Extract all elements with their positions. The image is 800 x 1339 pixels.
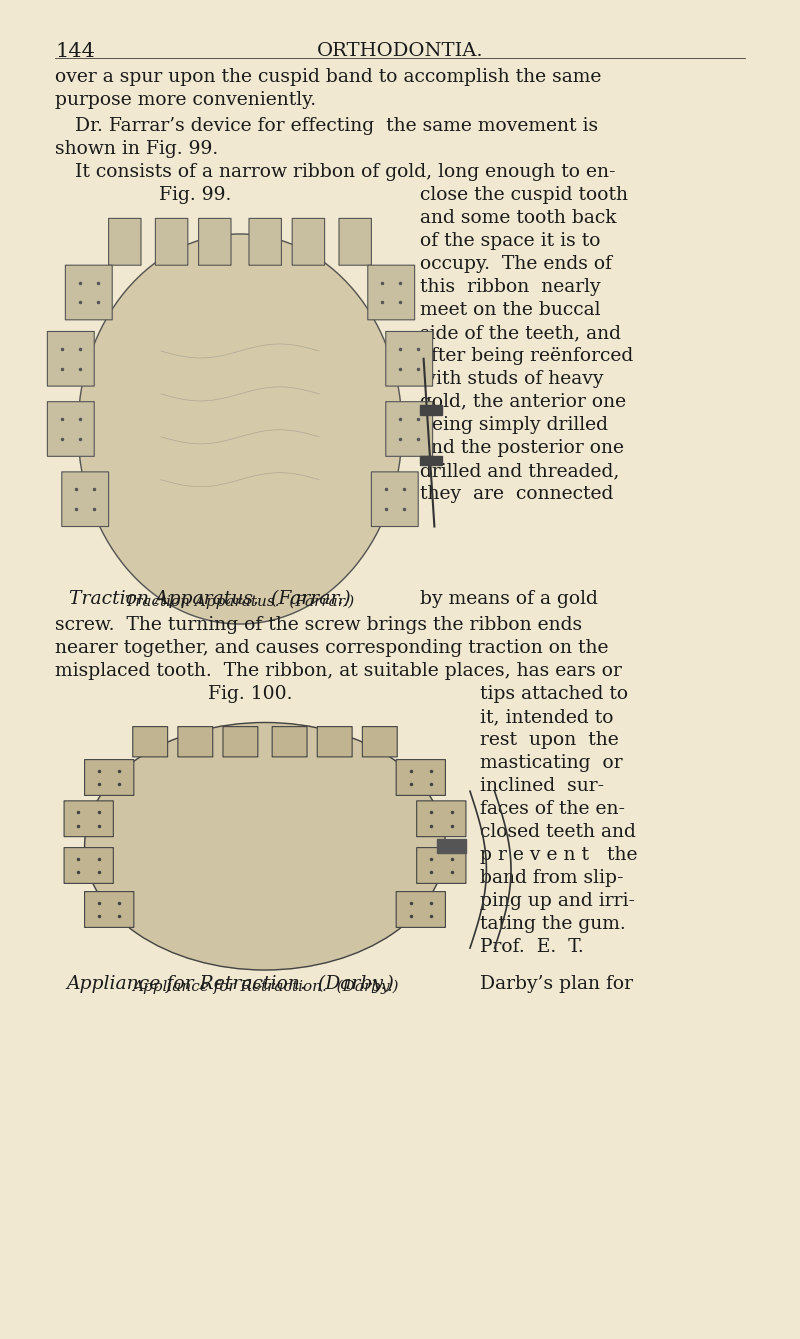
Text: 144: 144 bbox=[55, 42, 95, 62]
FancyBboxPatch shape bbox=[396, 892, 446, 928]
FancyBboxPatch shape bbox=[155, 218, 188, 265]
FancyBboxPatch shape bbox=[178, 727, 213, 757]
Text: by means of a gold: by means of a gold bbox=[420, 590, 598, 608]
Text: ORTHODONTIA.: ORTHODONTIA. bbox=[317, 42, 483, 60]
FancyBboxPatch shape bbox=[371, 471, 418, 526]
Text: tating the gum.: tating the gum. bbox=[480, 915, 626, 933]
Text: after being reënforced: after being reënforced bbox=[420, 347, 634, 366]
Text: shown in Fig. 99.: shown in Fig. 99. bbox=[55, 141, 218, 158]
Bar bbox=[420, 406, 442, 415]
Text: it, intended to: it, intended to bbox=[480, 708, 614, 726]
Text: p r e v e n t   the: p r e v e n t the bbox=[480, 846, 638, 864]
FancyBboxPatch shape bbox=[318, 727, 352, 757]
Text: of the space it is to: of the space it is to bbox=[420, 232, 601, 250]
Text: tips attached to: tips attached to bbox=[480, 686, 628, 703]
FancyBboxPatch shape bbox=[362, 727, 398, 757]
FancyBboxPatch shape bbox=[85, 759, 134, 795]
Text: Dr. Farrar’s device for effecting  the same movement is: Dr. Farrar’s device for effecting the sa… bbox=[75, 116, 598, 135]
Text: being simply drilled: being simply drilled bbox=[420, 416, 608, 434]
FancyBboxPatch shape bbox=[417, 801, 466, 837]
Text: gold, the anterior one: gold, the anterior one bbox=[420, 394, 626, 411]
Text: with studs of heavy: with studs of heavy bbox=[420, 370, 603, 388]
Text: Darby’s plan for: Darby’s plan for bbox=[480, 975, 633, 994]
Text: purpose more conveniently.: purpose more conveniently. bbox=[55, 91, 316, 108]
FancyBboxPatch shape bbox=[223, 727, 258, 757]
FancyBboxPatch shape bbox=[85, 892, 134, 928]
Text: faces of the en-: faces of the en- bbox=[480, 799, 625, 818]
FancyBboxPatch shape bbox=[292, 218, 325, 265]
Text: band from slip-: band from slip- bbox=[480, 869, 623, 886]
Text: It consists of a narrow ribbon of gold, long enough to en-: It consists of a narrow ribbon of gold, … bbox=[75, 163, 615, 181]
Text: inclined  sur-: inclined sur- bbox=[480, 777, 604, 795]
Text: Traction Apparatus.  (Farrar.): Traction Apparatus. (Farrar.) bbox=[126, 595, 354, 609]
FancyBboxPatch shape bbox=[133, 727, 168, 757]
Text: meet on the buccal: meet on the buccal bbox=[420, 301, 601, 319]
FancyBboxPatch shape bbox=[368, 265, 414, 320]
Ellipse shape bbox=[78, 234, 402, 624]
Text: nearer together, and causes corresponding traction on the: nearer together, and causes correspondin… bbox=[55, 639, 609, 657]
FancyBboxPatch shape bbox=[417, 848, 466, 884]
Text: Appliance for Retraction.  (Darby.): Appliance for Retraction. (Darby.) bbox=[66, 975, 394, 994]
Text: this  ribbon  nearly: this ribbon nearly bbox=[420, 279, 601, 296]
Text: over a spur upon the cuspid band to accomplish the same: over a spur upon the cuspid band to acco… bbox=[55, 68, 602, 86]
Text: masticating  or: masticating or bbox=[480, 754, 622, 773]
Text: Traction Apparatus.  (Farrar.): Traction Apparatus. (Farrar.) bbox=[69, 590, 351, 608]
Text: drilled and threaded,: drilled and threaded, bbox=[420, 462, 619, 479]
FancyBboxPatch shape bbox=[396, 759, 446, 795]
Text: Prof.  E.  T.: Prof. E. T. bbox=[480, 939, 584, 956]
FancyBboxPatch shape bbox=[47, 332, 94, 386]
FancyBboxPatch shape bbox=[339, 218, 371, 265]
FancyBboxPatch shape bbox=[109, 218, 141, 265]
FancyBboxPatch shape bbox=[386, 402, 433, 457]
Text: misplaced tooth.  The ribbon, at suitable places, has ears or: misplaced tooth. The ribbon, at suitable… bbox=[55, 661, 622, 680]
FancyBboxPatch shape bbox=[64, 848, 114, 884]
Text: occupy.  The ends of: occupy. The ends of bbox=[420, 254, 612, 273]
Text: Fig. 99.: Fig. 99. bbox=[159, 186, 231, 204]
Text: side of the teeth, and: side of the teeth, and bbox=[420, 324, 621, 341]
FancyBboxPatch shape bbox=[272, 727, 307, 757]
Ellipse shape bbox=[85, 723, 446, 969]
Text: and some tooth back: and some tooth back bbox=[420, 209, 617, 228]
Bar bbox=[420, 455, 442, 465]
Text: screw.  The turning of the screw brings the ribbon ends: screw. The turning of the screw brings t… bbox=[55, 616, 582, 633]
Text: they  are  connected: they are connected bbox=[420, 485, 614, 503]
Text: close the cuspid tooth: close the cuspid tooth bbox=[420, 186, 628, 204]
Text: and the posterior one: and the posterior one bbox=[420, 439, 624, 457]
FancyBboxPatch shape bbox=[66, 265, 112, 320]
Text: rest  upon  the: rest upon the bbox=[480, 731, 618, 749]
Text: ping up and irri-: ping up and irri- bbox=[480, 892, 635, 911]
Bar bbox=[437, 840, 466, 853]
FancyBboxPatch shape bbox=[64, 801, 114, 837]
FancyBboxPatch shape bbox=[386, 332, 433, 386]
Text: Fig. 100.: Fig. 100. bbox=[208, 686, 292, 703]
Text: Appliance for Retraction.  (Darby.): Appliance for Retraction. (Darby.) bbox=[132, 980, 398, 995]
FancyBboxPatch shape bbox=[62, 471, 109, 526]
FancyBboxPatch shape bbox=[249, 218, 282, 265]
Text: closed teeth and: closed teeth and bbox=[480, 823, 636, 841]
FancyBboxPatch shape bbox=[47, 402, 94, 457]
FancyBboxPatch shape bbox=[198, 218, 231, 265]
